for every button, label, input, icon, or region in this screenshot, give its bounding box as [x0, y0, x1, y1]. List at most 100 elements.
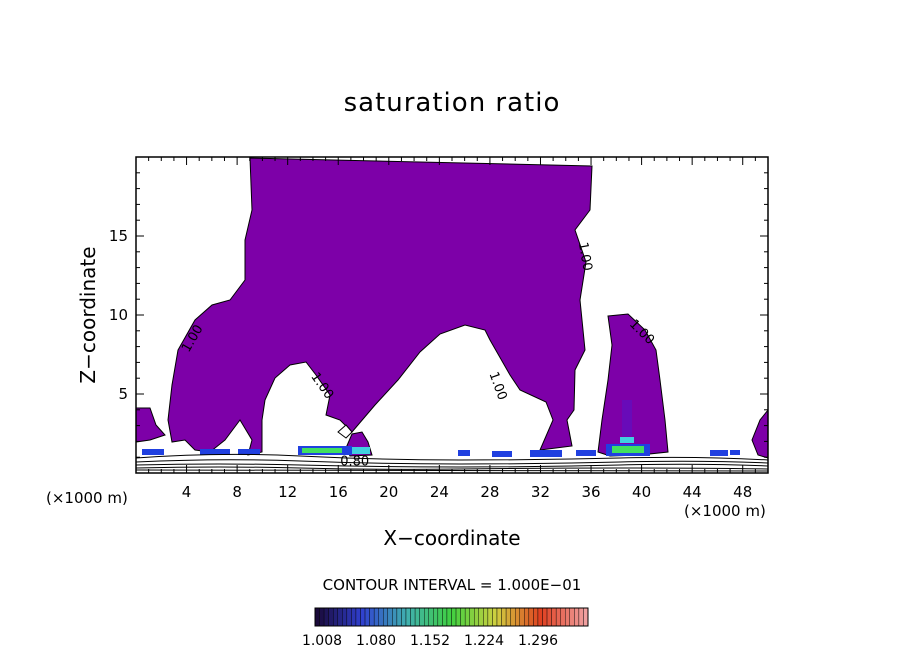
patch	[200, 449, 230, 455]
colorbar-cell	[323, 607, 329, 627]
colorbar-cell	[528, 607, 534, 627]
colorbar-cell	[442, 607, 448, 627]
colorbar-cell	[405, 607, 411, 627]
colorbar-tick-label: 1.080	[356, 633, 396, 649]
contour-line	[135, 453, 769, 461]
colorbar-cell	[401, 607, 407, 627]
colorbar-frame	[314, 607, 589, 627]
colorbar-cell	[551, 607, 557, 627]
colorbar-cell	[460, 607, 466, 627]
patch	[730, 450, 740, 455]
colorbar-cell	[524, 607, 530, 627]
cloud-left-edge	[135, 407, 166, 443]
x-tick-label: 24	[430, 483, 449, 501]
colorbar-cell	[537, 607, 543, 627]
colorbar-cell	[446, 607, 452, 627]
x-tick-label: 8	[232, 483, 242, 501]
contour-interval-label: CONTOUR INTERVAL = 1.000E−01	[322, 576, 582, 594]
colorbar-cell	[510, 607, 516, 627]
x-tick-label: 32	[531, 483, 550, 501]
colorbar-tick-labels: 1.008 1.080 1.152 1.224 1.296	[302, 633, 558, 649]
colorbar-cell	[574, 607, 580, 627]
colorbar-cell	[369, 607, 375, 627]
colorbar-cell	[455, 607, 461, 627]
cloud-far-right	[751, 408, 769, 459]
patch	[142, 449, 164, 455]
y-tick-labels: 5 10 15	[109, 227, 128, 403]
colorbar-tick-label: 1.224	[464, 633, 504, 649]
colorbar-cell	[387, 607, 393, 627]
colorbar-cell	[478, 607, 484, 627]
colorbar-cell	[483, 607, 489, 627]
x-tick-labels: 4 8 12 16 20 24 28 32 36 40 44 48	[182, 483, 752, 501]
colorbar-cell	[333, 607, 338, 627]
patch	[576, 450, 596, 456]
colorbar-cell	[578, 607, 584, 627]
patch	[612, 446, 644, 453]
x-tick-label: 36	[581, 483, 600, 501]
x-tick-label: 40	[632, 483, 651, 501]
patch	[710, 450, 728, 456]
axis-ticks	[136, 157, 768, 473]
colorbar-cell	[396, 607, 402, 627]
patch	[458, 450, 470, 456]
colorbar-tick-label: 1.296	[518, 633, 558, 649]
colorbar-cell	[373, 607, 379, 627]
colorbar-cell	[469, 607, 475, 627]
colorbar-cell	[378, 607, 384, 627]
x-unit-label-left: (×1000 m)	[46, 489, 128, 507]
y-tick-label: 15	[109, 227, 128, 245]
colorbar-cell	[464, 607, 470, 627]
colorbar-cell	[355, 607, 361, 627]
surface-contours	[135, 453, 769, 472]
x-tick-label: 28	[480, 483, 499, 501]
contour-line	[135, 466, 769, 470]
colorbar-cell	[383, 607, 389, 627]
colorbar-cell	[414, 607, 420, 627]
colorbar-cell	[533, 607, 539, 627]
colorbar-cell	[569, 607, 575, 627]
colorbar-cell	[433, 607, 439, 627]
colorbar-cell	[505, 607, 511, 627]
contour-line	[135, 463, 769, 468]
colorbar	[314, 607, 589, 627]
colorbar-cell	[560, 607, 566, 627]
contour-line	[135, 459, 769, 465]
chart-title: saturation ratio	[343, 88, 561, 118]
colorbar-cell	[428, 607, 434, 627]
x-tick-label: 20	[379, 483, 398, 501]
x-tick-label: 12	[278, 483, 297, 501]
colorbar-cell	[555, 607, 561, 627]
colorbar-cell	[346, 607, 352, 627]
x-tick-label: 44	[683, 483, 702, 501]
colorbar-cell	[492, 607, 498, 627]
base-patches	[142, 400, 740, 457]
colorbar-cell	[583, 607, 589, 627]
colorbar-cell	[546, 607, 552, 627]
patch	[492, 451, 512, 457]
cloud-hole	[337, 424, 353, 439]
x-tick-label: 48	[733, 483, 752, 501]
x-unit-label-right: (×1000 m)	[684, 502, 766, 520]
y-tick-label: 5	[118, 385, 128, 403]
cloud-main	[167, 157, 593, 456]
colorbar-cell	[496, 607, 502, 627]
colorbar-cell	[451, 607, 457, 627]
cloud-right	[597, 313, 669, 457]
colorbar-cell	[410, 607, 416, 627]
colorbar-cell	[437, 607, 443, 627]
contour-label: 0.80	[340, 454, 369, 469]
colorbar-cell	[314, 607, 320, 627]
contour-label: 1.00	[486, 370, 510, 402]
x-tick-label: 4	[182, 483, 192, 501]
patch	[622, 400, 632, 436]
patch	[352, 447, 370, 454]
patch	[302, 448, 342, 453]
colorbar-cell	[419, 607, 425, 627]
colorbar-cell	[337, 607, 343, 627]
colorbar-cell	[542, 607, 548, 627]
colorbar-cell	[342, 607, 348, 627]
contour-label: 1.00	[575, 241, 595, 272]
colorbar-cell	[515, 607, 520, 627]
x-tick-label: 16	[329, 483, 348, 501]
